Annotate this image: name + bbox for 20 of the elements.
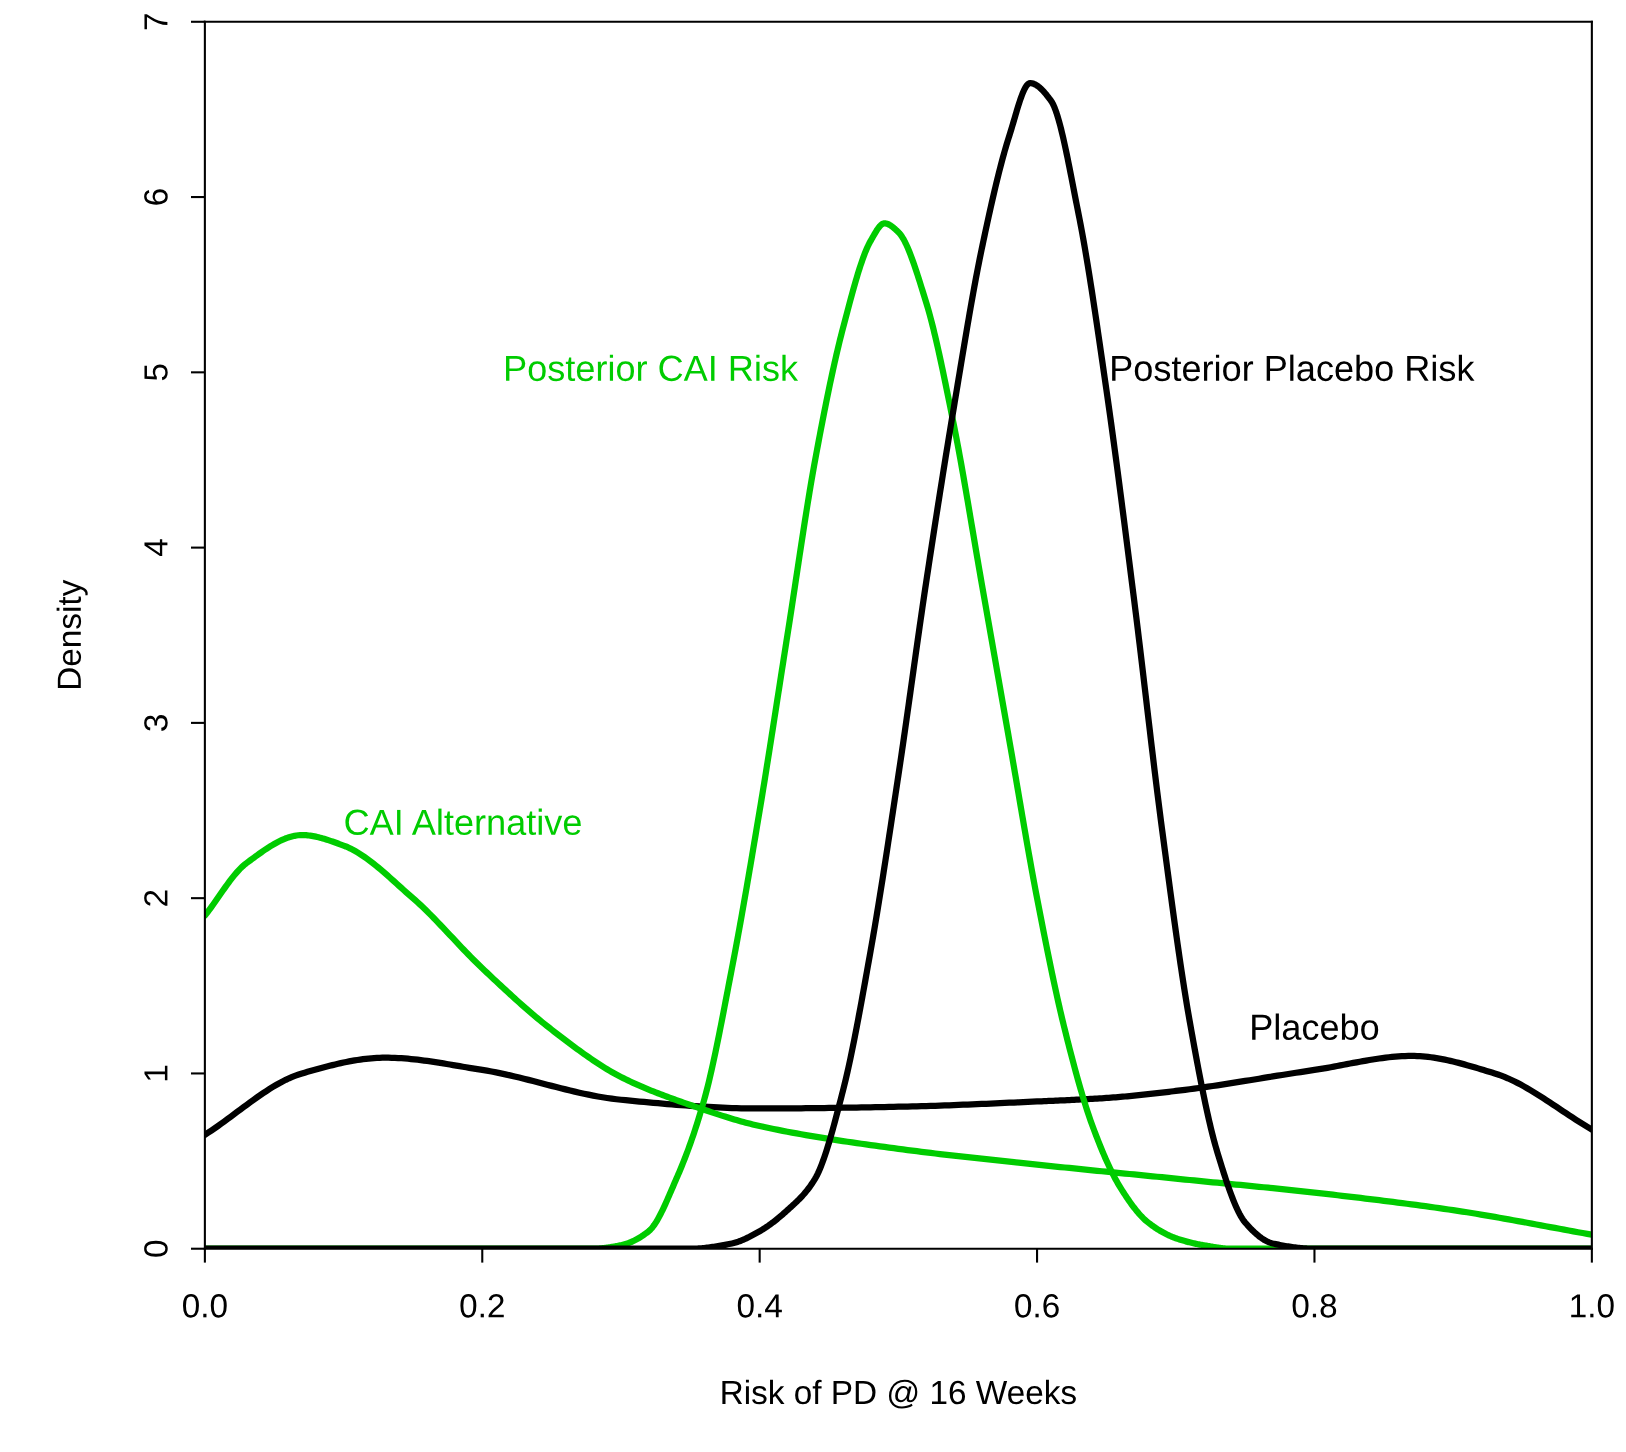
y-tick-label: 3 — [144, 715, 168, 731]
x-tick-label: 1.0 — [1571, 1294, 1614, 1318]
x-tick-label: 0.8 — [1292, 1294, 1337, 1318]
series-label: Placebo — [1252, 1013, 1379, 1041]
x-tick-label: 0.2 — [460, 1294, 504, 1318]
x-tick-label: 0.4 — [737, 1294, 782, 1318]
x-tick-label: 0.0 — [183, 1294, 227, 1318]
y-axis-title: Density — [56, 579, 88, 689]
series-label: Posterior Placebo Risk — [1112, 354, 1475, 382]
series-label: CAI Alternative — [345, 808, 581, 836]
y-tick-label: 4 — [144, 539, 168, 557]
y-tick-label: 2 — [144, 890, 168, 906]
y-tick-label: 0 — [144, 1240, 168, 1257]
y-tick-label: 6 — [144, 189, 168, 205]
x-axis-title: Risk of PD @ 16 Weeks — [722, 1379, 1076, 1409]
y-tick-label: 1 — [144, 1065, 168, 1081]
x-tick-label: 0.6 — [1015, 1294, 1059, 1318]
series-label: Posterior CAI Risk — [506, 354, 799, 382]
y-tick-label: 7 — [144, 14, 168, 30]
y-tick-label: 5 — [144, 364, 168, 381]
